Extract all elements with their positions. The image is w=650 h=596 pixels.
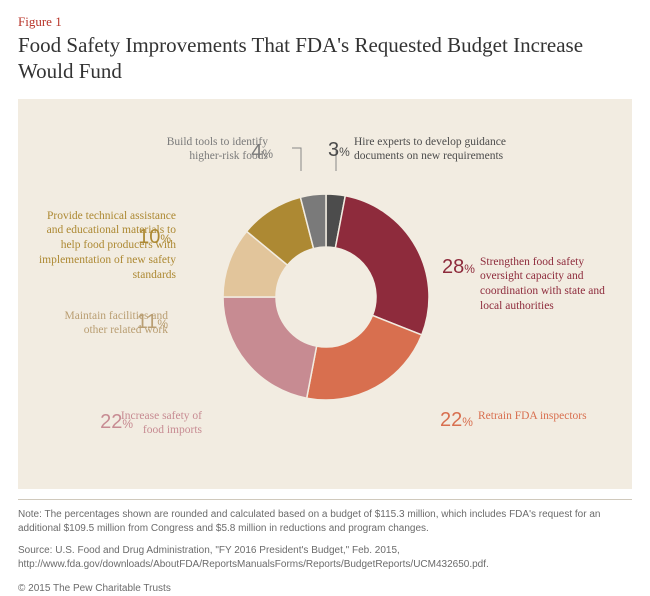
slice-label: Strengthen food safety oversight capacit… <box>480 255 610 315</box>
slice-label: Provide technical assistance and educati… <box>28 209 176 284</box>
leader-line <box>292 148 301 171</box>
slice-percent: 28% <box>442 254 475 280</box>
slice-label: Hire experts to develop guidance documen… <box>354 135 544 165</box>
chart-title: Food Safety Improvements That FDA's Requ… <box>18 32 632 85</box>
copyright-text: © 2015 The Pew Charitable Trusts <box>18 582 632 596</box>
figure-label: Figure 1 <box>18 14 632 30</box>
slice-label: Retrain FDA inspectors <box>478 409 598 424</box>
slice-percent: 3% <box>328 137 350 163</box>
slice-percent: 22% <box>440 407 473 433</box>
slice-label: Build tools to identify higher-risk food… <box>148 135 268 165</box>
chart-area: 3%Hire experts to develop guidance docum… <box>18 99 632 489</box>
separator <box>18 499 632 500</box>
footnote: Note: The percentages shown are rounded … <box>18 508 632 536</box>
source-text: Source: U.S. Food and Drug Administratio… <box>18 544 632 572</box>
slice-label: Increase safety of food imports <box>112 409 202 439</box>
slice-label: Maintain facilities and other related wo… <box>48 309 168 339</box>
